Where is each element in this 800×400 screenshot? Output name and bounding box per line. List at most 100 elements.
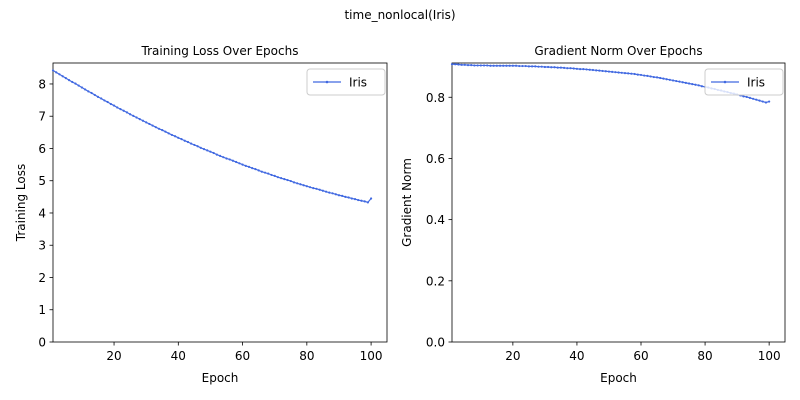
gradient-norm-data-point — [575, 67, 579, 70]
training-loss-series-line — [52, 69, 372, 204]
gradient-norm-data-point — [540, 65, 543, 68]
gradient-norm-y-tick-label: 0.6 — [426, 152, 445, 166]
training-loss-data-point — [84, 88, 87, 91]
training-loss-data-point — [93, 93, 96, 97]
training-loss-data-point — [77, 84, 80, 87]
gradient-norm-data-point — [550, 66, 553, 69]
gradient-norm-data-point — [758, 99, 761, 102]
gradient-norm-data-point — [687, 82, 691, 85]
gradient-norm-data-point — [607, 70, 611, 73]
training-loss-y-tick-label: 0 — [38, 336, 46, 350]
training-loss-data-point — [344, 195, 347, 198]
training-loss-data-point — [325, 190, 328, 193]
training-loss-data-point — [209, 150, 212, 153]
gradient-norm-data-point — [694, 83, 697, 86]
training-loss-data-point — [138, 118, 141, 121]
gradient-norm-data-point — [505, 64, 508, 67]
training-loss-data-point — [260, 170, 263, 173]
training-loss-data-point — [286, 178, 289, 182]
training-loss-data-point — [283, 178, 286, 181]
training-loss-axes: Training Loss Over Epochs 20 40 60 80 100 0 1 2 3… — [14, 44, 388, 385]
gradient-norm-data-point — [595, 69, 598, 72]
gradient-norm-data-point — [588, 68, 591, 71]
gradient-norm-data-point — [611, 70, 614, 73]
training-loss-data-point — [148, 122, 151, 126]
training-loss-data-point — [103, 99, 106, 102]
gradient-norm-data-point — [652, 75, 655, 79]
training-loss-data-point — [369, 197, 373, 200]
gradient-norm-data-point — [700, 85, 703, 88]
training-loss-data-point — [273, 174, 276, 177]
training-loss-data-point — [116, 106, 119, 109]
training-loss-data-point — [202, 148, 206, 151]
training-loss-data-point — [254, 168, 257, 171]
training-loss-data-point — [292, 181, 296, 184]
gradient-norm-data-point — [614, 71, 617, 74]
training-loss-data-point — [270, 173, 273, 177]
training-loss-data-point — [129, 113, 132, 116]
gradient-norm-data-point — [620, 71, 623, 74]
training-loss-data-point — [190, 142, 193, 145]
gradient-norm-data-point — [530, 65, 534, 68]
gradient-norm-data-point — [556, 66, 559, 69]
training-loss-data-point — [161, 128, 164, 132]
training-loss-y-tick-label: 5 — [38, 174, 46, 188]
gradient-norm-x-tick-label: 60 — [633, 349, 648, 363]
gradient-norm-data-point — [768, 100, 771, 103]
gradient-norm-data-point — [466, 64, 470, 67]
gradient-norm-data-point — [617, 71, 620, 74]
gradient-norm-data-point — [495, 64, 498, 67]
training-loss-data-point — [183, 139, 186, 142]
gradient-norm-data-point — [636, 73, 639, 76]
gradient-norm-data-point — [454, 63, 457, 66]
gradient-norm-data-point — [543, 65, 547, 69]
gradient-norm-data-point — [457, 63, 460, 66]
gradient-norm-x-tick-label: 40 — [569, 349, 584, 363]
training-loss-data-point — [180, 138, 183, 141]
training-loss-data-point — [308, 186, 312, 189]
gradient-norm-data-point — [697, 84, 700, 87]
training-loss-data-point — [55, 71, 58, 74]
training-loss-data-point — [58, 73, 61, 76]
gradient-norm-data-point — [492, 64, 495, 67]
training-loss-x-tick-label: 40 — [171, 349, 186, 363]
gradient-norm-data-point — [534, 65, 537, 68]
training-loss-data-point — [263, 171, 267, 174]
gradient-norm-data-point — [482, 64, 486, 67]
gradient-norm-data-point — [681, 81, 684, 84]
training-loss-data-point — [276, 176, 280, 179]
gradient-norm-data-point — [623, 71, 627, 75]
training-loss-data-point — [173, 135, 177, 138]
training-loss-data-point — [132, 114, 135, 117]
gradient-norm-x-tick-label: 80 — [697, 349, 712, 363]
training-loss-data-point — [280, 177, 283, 180]
gradient-norm-x-tick-label: 100 — [758, 349, 781, 363]
training-loss-data-point — [80, 86, 84, 89]
gradient-norm-data-point — [476, 64, 479, 67]
training-loss-data-point — [74, 82, 77, 85]
training-loss-data-point — [267, 172, 270, 175]
gradient-norm-x-tick-label: 20 — [505, 349, 520, 363]
gradient-norm-data-point — [627, 72, 630, 75]
training-loss-data-point — [231, 159, 235, 162]
gradient-norm-data-point — [662, 77, 665, 80]
training-loss-data-point — [334, 193, 337, 196]
training-loss-y-tick-label: 8 — [38, 77, 46, 91]
training-loss-data-point — [238, 162, 241, 165]
training-loss-data-point — [64, 77, 67, 80]
gradient-norm-data-point — [470, 64, 473, 67]
training-loss-data-point — [247, 165, 251, 168]
training-loss-data-point — [315, 187, 318, 190]
training-loss-data-point — [321, 189, 324, 192]
training-loss-data-point — [341, 194, 344, 197]
training-loss-data-point — [100, 97, 103, 100]
gradient-norm-y-axis-label: Gradient Norm — [400, 158, 414, 247]
training-loss-data-point — [222, 156, 225, 159]
gradient-norm-data-point — [691, 83, 694, 86]
training-loss-x-tick-label: 80 — [299, 349, 314, 363]
training-loss-data-point — [244, 164, 247, 167]
training-loss-data-point — [61, 75, 64, 78]
gradient-norm-y-tick-label: 0.4 — [426, 213, 445, 227]
training-loss-data-point — [51, 69, 55, 72]
training-loss-data-point — [257, 169, 260, 172]
